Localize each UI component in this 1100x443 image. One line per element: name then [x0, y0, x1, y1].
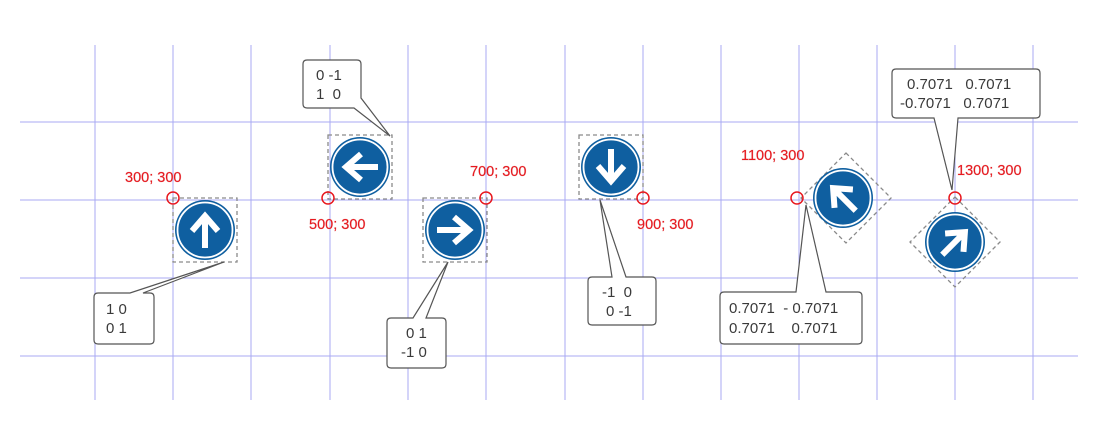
origin-marker — [790, 191, 804, 205]
matrix-row-2: 1 0 — [316, 86, 341, 103]
bounding-box — [909, 196, 1001, 288]
origin-marker — [948, 191, 962, 205]
origin-marker — [166, 191, 180, 205]
example-rotate-left: 500; 300 0 -1 1 0 — [302, 59, 393, 233]
sign-right-arrow-icon — [425, 200, 485, 260]
matrix-callout — [302, 59, 391, 137]
bounding-box — [800, 152, 892, 244]
bounding-box — [172, 197, 238, 263]
origin-marker — [321, 191, 335, 205]
origin-coordinate-label: 1100; 300 — [741, 148, 804, 164]
matrix-row-2: -1 0 — [401, 344, 427, 361]
example-identity: 300; 300 1 0 0 1 — [93, 170, 238, 345]
matrix-row-2: -0.7071 0.7071 — [900, 95, 1009, 112]
matrix-callout — [891, 68, 1041, 191]
matrix-row-2: 0.7071 0.7071 — [729, 320, 837, 337]
origin-marker — [479, 191, 493, 205]
origin-coordinate-label: 1300; 300 — [957, 163, 1022, 179]
matrix-callout — [93, 261, 225, 345]
matrix-row-1: 0.7071 0.7071 — [907, 76, 1011, 93]
sign-up-left-arrow-icon — [813, 168, 873, 228]
example-rotate-180: 900; 300 -1 0 0 -1 — [578, 134, 694, 326]
bounding-box — [422, 197, 488, 263]
example-rotate-plus-45: 1300; 300 0.7071 0.7071 -0.7071 0.7071 — [891, 68, 1041, 288]
matrix-row-1: 1 0 — [106, 301, 127, 318]
matrix-row-2: 0 -1 — [606, 303, 632, 320]
origin-coordinate-label: 300; 300 — [125, 170, 181, 186]
origin-coordinate-label: 500; 300 — [309, 217, 365, 233]
matrix-callout — [587, 199, 657, 326]
sign-up-right-arrow-icon — [925, 212, 985, 272]
matrix-row-1: 0 1 — [406, 325, 427, 342]
bounding-box — [578, 134, 644, 200]
sign-left-arrow-icon — [330, 137, 390, 197]
origin-coordinate-label: 700; 300 — [470, 164, 526, 180]
origin-marker — [636, 191, 650, 205]
matrix-callout — [719, 204, 863, 345]
example-rotate-minus-45: 1100; 300 0.7071 - 0.7071 0.7071 0.7071 — [719, 148, 892, 345]
origin-coordinate-label: 900; 300 — [637, 217, 693, 233]
example-rotate-right: 700; 300 0 1 -1 0 — [386, 164, 527, 369]
matrix-row-2: 0 1 — [106, 320, 127, 337]
bounding-box — [327, 134, 393, 200]
matrix-row-1: 0 -1 — [316, 67, 342, 84]
matrix-row-1: -1 0 — [602, 284, 632, 301]
sign-down-arrow-icon — [581, 137, 641, 197]
matrix-callout — [386, 261, 449, 369]
sign-up-arrow-icon — [175, 200, 235, 260]
matrix-row-1: 0.7071 - 0.7071 — [729, 300, 838, 317]
